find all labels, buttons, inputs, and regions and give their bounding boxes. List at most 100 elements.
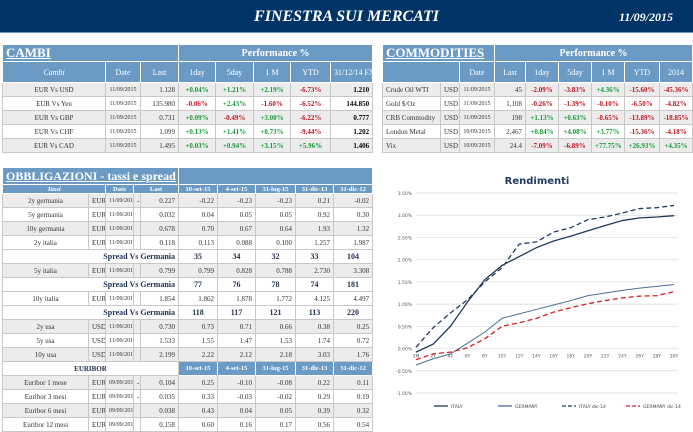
table-cell: 1.47: [217, 333, 257, 348]
table-cell: 0.158: [139, 417, 180, 432]
table-cell: -: [133, 193, 141, 208]
y-tick-label: -1.00%: [396, 391, 413, 397]
x-tick-label: 10Y: [498, 354, 507, 360]
table-cell: 1.878: [217, 291, 257, 306]
table-cell: 11/09/2015: [105, 96, 141, 111]
table-cell: +77.75%: [591, 138, 625, 153]
table-cell: +0.03%: [178, 138, 217, 153]
column-header: Cambi: [2, 61, 106, 83]
table-cell: 135.980: [139, 96, 180, 111]
table-cell: 0.05: [255, 207, 297, 222]
table-cell: 0.118: [139, 235, 180, 250]
table-cell: -45.36%: [658, 82, 693, 97]
table-cell: 1.76: [333, 347, 374, 362]
table-cell: -0.02: [255, 389, 297, 404]
table-cell: [133, 319, 141, 334]
table-cell: USD: [88, 347, 106, 362]
table-cell: -0.08: [255, 375, 297, 390]
legend-label: ITALY: [451, 404, 463, 410]
table-cell: EUR: [88, 235, 106, 250]
table-cell: EUR Vs CAD: [2, 138, 106, 153]
table-row: 10y germania EUR 11/09/2015 0.678 0.70 0.67 0.…: [2, 221, 374, 236]
table-cell: 24.4: [494, 138, 526, 153]
table-cell: 09/09/2015: [105, 417, 134, 432]
spread-row: Spread Vs Germania118117121113220318: [1, 305, 374, 320]
spread-row: Spread Vs Germania77767874181301: [1, 277, 374, 292]
table-cell: 11/09/2015: [105, 138, 141, 153]
table-cell: 0.70: [178, 221, 219, 236]
table-cell: 77: [178, 277, 219, 292]
table-cell: 09/09/2015: [105, 375, 134, 390]
table-cell: 0.038: [139, 403, 180, 418]
column-header: Last: [494, 61, 526, 83]
table-cell: 0.38: [295, 319, 335, 334]
table-cell: 1.862: [178, 291, 219, 306]
y-tick-label: 0.50%: [398, 324, 413, 330]
table-cell: USD: [88, 319, 106, 334]
table-cell: [133, 347, 141, 362]
x-tick-label: 8Y: [482, 354, 488, 360]
table-cell: 11/09/2015: [459, 82, 495, 97]
commodities-table: COMMODITIES Performance % Date Last 1day 5da…: [382, 44, 693, 153]
page-title: FINESTRA SUI MERCATI: [254, 8, 439, 25]
table-cell: 0.104: [139, 375, 180, 390]
x-tick-label: 30Y: [670, 354, 679, 360]
table-cell: +0.94%: [215, 138, 255, 153]
table-cell: 31-lug-15: [255, 361, 297, 376]
table-cell: 0.777: [330, 110, 374, 125]
header-bar: FINESTRA SUI MERCATI 11/09/2015: [0, 0, 693, 33]
table-row: 2y italia EUR 11/09/2015 0.118 0.113 0.088 0.1…: [2, 235, 374, 250]
table-cell: 0.799: [139, 263, 180, 278]
table-row: CRB Commodity USD 11/09/2015 198 +1.13% +0.63…: [382, 110, 693, 125]
table-cell: Spread Vs Germania: [1, 249, 180, 264]
table-cell: 0.29: [295, 389, 335, 404]
table-cell: EUR: [88, 291, 106, 306]
table-cell: 1.210: [330, 82, 374, 97]
euribor-header-row: EURIBOR 10-set-15 4-set-15 31-lug-15 31-dic-…: [1, 361, 374, 376]
table-cell: 121: [255, 305, 297, 320]
table-cell: [133, 333, 141, 348]
y-tick-label: 3.50%: [398, 191, 413, 197]
table-cell: -4.82%: [658, 96, 693, 111]
table-cell: 118: [178, 305, 219, 320]
x-tick-label: 16Y: [549, 354, 558, 360]
table-cell: EUR Vs GBP: [2, 110, 106, 125]
table-cell: 104: [333, 249, 374, 264]
table-cell: +3.77%: [591, 124, 625, 139]
table-cell: 11/09/2015: [105, 333, 134, 348]
y-tick-label: 1.00%: [398, 302, 413, 308]
table-cell: +3.15%: [253, 138, 292, 153]
column-header: Date: [105, 184, 134, 194]
table-cell: +0.63%: [558, 110, 592, 125]
table-cell: [133, 221, 141, 236]
commodities-performance-header: Performance %: [493, 44, 693, 62]
table-cell: -6.52%: [290, 96, 332, 111]
table-cell: 1.257: [295, 235, 335, 250]
table-cell: -6.73%: [290, 82, 332, 97]
table-cell: London Metal: [382, 124, 441, 139]
table-cell: 0.43: [178, 403, 219, 418]
table-cell: +4.36%: [591, 82, 625, 97]
table-cell: 78: [255, 277, 297, 292]
table-cell: 0.25: [178, 375, 219, 390]
table-cell: 0.17: [255, 417, 297, 432]
table-cell: -1.60%: [253, 96, 292, 111]
table-cell: 0.828: [217, 263, 257, 278]
table-cell: 0.731: [139, 110, 180, 125]
table-cell: 0.678: [139, 221, 180, 236]
series-line-3: [415, 291, 675, 361]
table-row: 10y usa USD 11/09/2015 2.199 2.22 2.12 2.18 3.0…: [2, 347, 374, 362]
table-cell: -0.26%: [525, 96, 559, 111]
table-cell: 181: [333, 277, 374, 292]
table-cell: USD: [440, 110, 460, 125]
x-tick-label: 14Y: [532, 354, 541, 360]
table-row: 10y italia EUR 11/09/2015 1.854 1.862 1.878 1.…: [2, 291, 374, 306]
table-cell: 11/09/2015: [105, 319, 134, 334]
table-cell: -: [133, 375, 141, 390]
table-cell: -6.22%: [290, 110, 332, 125]
table-cell: 144.850: [330, 96, 374, 111]
table-cell: USD: [440, 124, 460, 139]
table-cell: 5y italia: [2, 263, 89, 278]
table-cell: EUR: [88, 207, 106, 222]
table-cell: +5.96%: [290, 138, 332, 153]
